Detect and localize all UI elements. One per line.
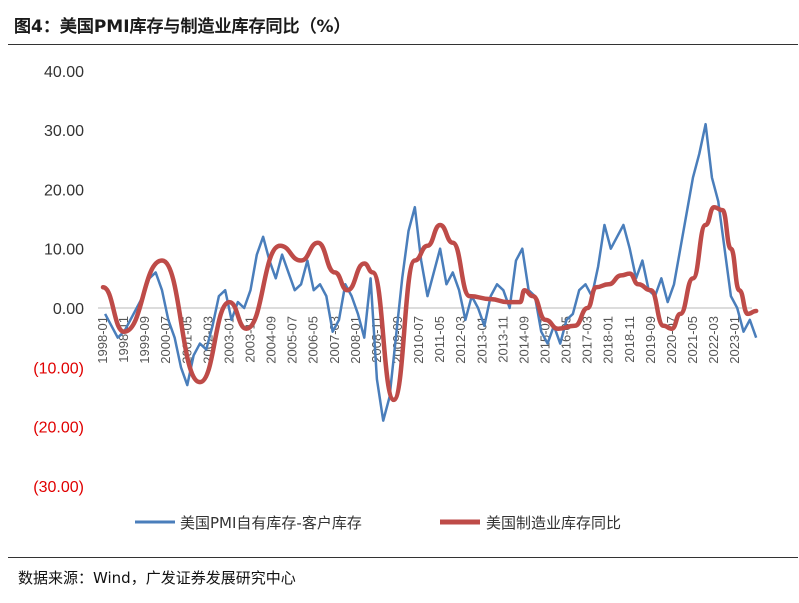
source-note: 数据来源：Wind，广发证券发展研究中心 — [18, 569, 296, 587]
x-tick-label: 2018-01 — [601, 316, 616, 364]
x-tick-label: 2013-01 — [474, 316, 489, 364]
x-tick-label: 2000-07 — [158, 316, 173, 364]
x-tick-label: 2021-05 — [685, 316, 700, 364]
y-tick-label: 10.00 — [44, 242, 84, 259]
x-tick-label: 2004-09 — [264, 316, 279, 364]
y-tick-label: (10.00) — [33, 360, 84, 377]
y-tick-label: 0.00 — [53, 301, 84, 318]
x-tick-label: 2012-03 — [453, 316, 468, 364]
x-tick-label: 2019-09 — [643, 316, 658, 364]
x-tick-label: 2018-11 — [622, 316, 637, 363]
y-tick-label: 40.00 — [44, 64, 84, 81]
x-tick-label: 2008-01 — [348, 316, 363, 364]
header-divider — [8, 44, 798, 45]
y-tick-label: 20.00 — [44, 182, 84, 199]
legend-label-manufacturing-inventory: 美国制造业库存同比 — [486, 514, 621, 532]
footer-divider — [8, 557, 798, 558]
x-tick-label: 2022-03 — [706, 316, 721, 364]
x-tick-label: 2006-05 — [306, 316, 321, 364]
x-tick-label: 2003-01 — [221, 316, 236, 364]
x-tick-label: 2011-05 — [432, 316, 447, 363]
y-tick-label: (20.00) — [33, 420, 84, 437]
x-tick-label: 2014-09 — [516, 316, 531, 364]
x-tick-label: 2023-01 — [727, 316, 742, 364]
y-tick-label: 30.00 — [44, 123, 84, 140]
x-tick-label: 2010-07 — [411, 316, 426, 364]
x-tick-label: 2005-07 — [285, 316, 300, 364]
x-tick-label: 2017-03 — [580, 316, 595, 364]
y-tick-label: (30.00) — [33, 479, 84, 496]
x-tick-label: 2007-03 — [327, 316, 342, 364]
x-tick-label: 1999-09 — [137, 316, 152, 364]
figure-title: 图4：美国PMI库存与制造业库存同比（%） — [14, 17, 351, 37]
x-tick-label: 1998-01 — [95, 316, 110, 364]
legend-label-pmi-inventory: 美国PMI自有库存-客户库存 — [180, 514, 362, 532]
x-tick-label: 2013-11 — [495, 316, 510, 363]
series-line-pmi-inventory — [104, 122, 758, 422]
series-line-manufacturing-inventory — [100, 204, 759, 403]
